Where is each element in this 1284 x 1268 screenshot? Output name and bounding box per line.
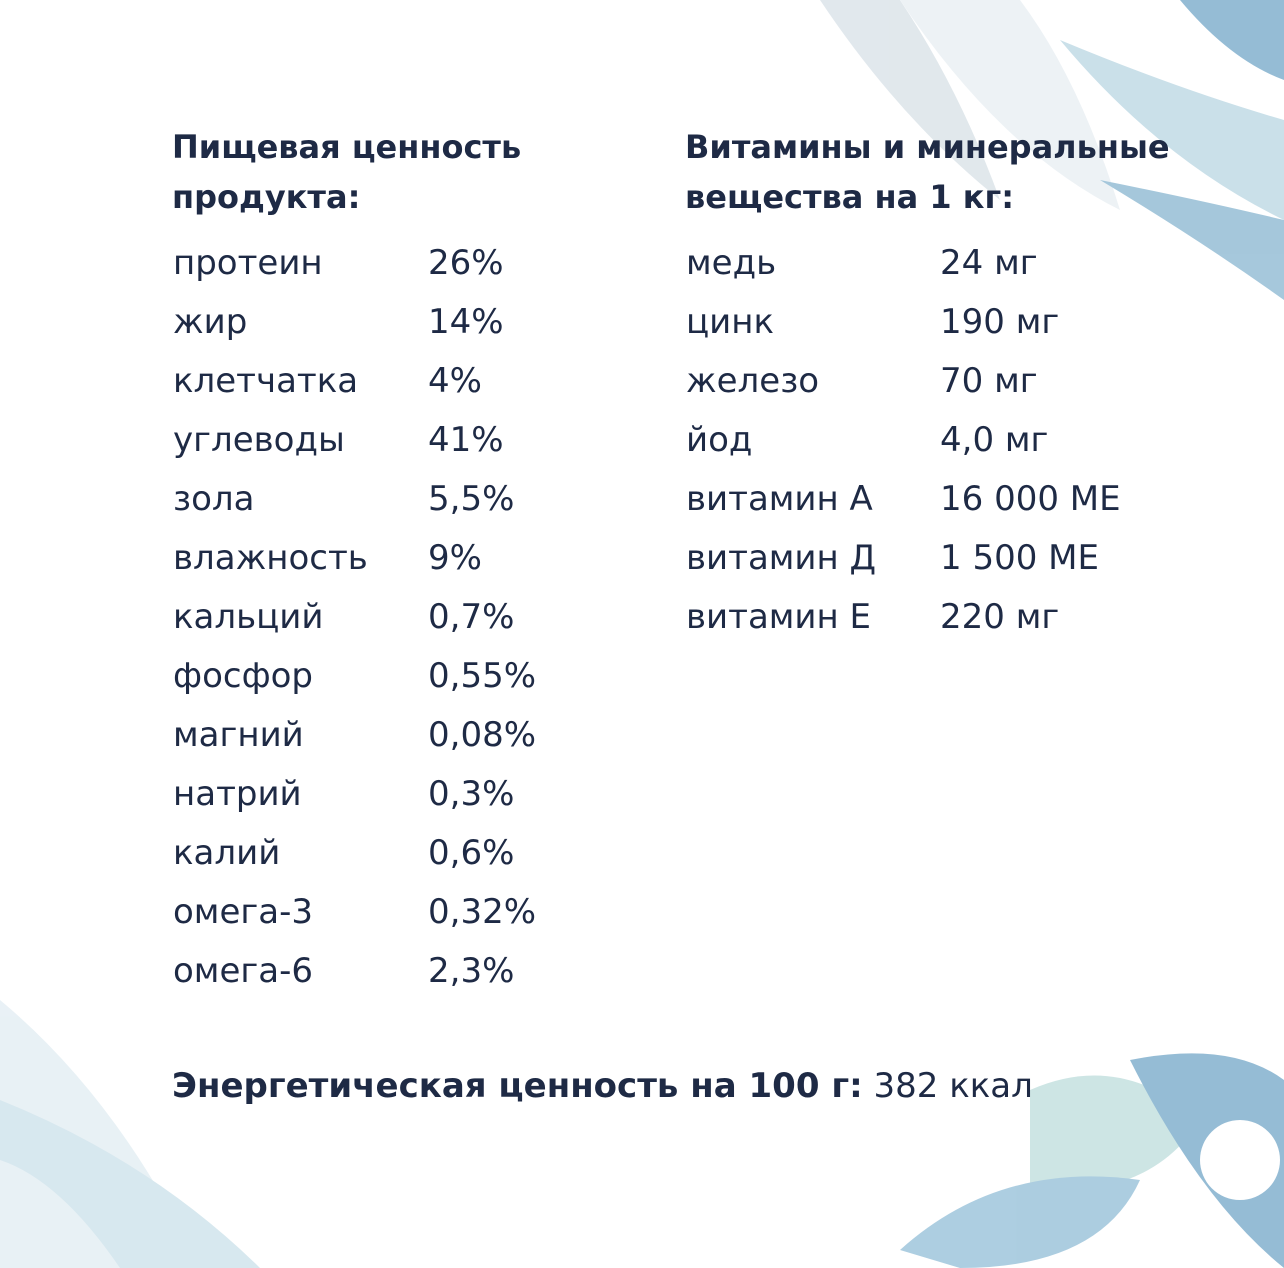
- row-value: 0,08%: [428, 715, 537, 755]
- row-label: жир: [173, 302, 248, 342]
- row-value: 2,3%: [428, 951, 515, 991]
- row-value: 5,5%: [428, 479, 515, 519]
- row-label: омега-6: [173, 951, 313, 991]
- row-label: протеин: [173, 243, 323, 283]
- row-label: магний: [173, 715, 304, 755]
- row-value: 41%: [428, 420, 504, 460]
- row-value: 0,3%: [428, 774, 515, 814]
- row-label: кальций: [173, 597, 324, 637]
- row-value: 0,32%: [428, 892, 537, 932]
- row-value: 4,0 мг: [940, 420, 1049, 460]
- section-title: Пищевая ценность: [172, 128, 522, 166]
- row-label: витамин Е: [686, 597, 872, 637]
- row-value: 14%: [428, 302, 504, 342]
- footer-label: Энергетическая ценность на 100 г:: [172, 1066, 863, 1106]
- row-label: железо: [686, 361, 820, 401]
- row-value: 1 500 МЕ: [940, 538, 1099, 578]
- row-label: зола: [173, 479, 255, 519]
- row-value: 16 000 МЕ: [940, 479, 1121, 519]
- row-value: 0,7%: [428, 597, 515, 637]
- section-title: продукта:: [172, 178, 361, 216]
- section-title: вещества на 1 кг:: [685, 178, 1015, 216]
- row-label: углеводы: [173, 420, 345, 460]
- footer: Энергетическая ценность на 100 г: 382 кк…: [172, 1066, 1033, 1106]
- row-label: калий: [173, 833, 281, 873]
- row-value: 4%: [428, 361, 482, 401]
- footer-value: 382 ккал: [873, 1066, 1033, 1106]
- row-value: 26%: [428, 243, 504, 283]
- row-label: влажность: [173, 538, 368, 578]
- row-value: 0,55%: [428, 656, 537, 696]
- row-label: омега-3: [173, 892, 313, 932]
- row-value: 70 мг: [940, 361, 1038, 401]
- section-title: Витамины и минеральные: [685, 128, 1170, 166]
- row-value: 9%: [428, 538, 482, 578]
- row-value: 0,6%: [428, 833, 515, 873]
- row-label: цинк: [686, 302, 775, 342]
- row-label: натрий: [173, 774, 302, 814]
- row-value: 220 мг: [940, 597, 1060, 637]
- row-label: медь: [686, 243, 777, 283]
- row-label: клетчатка: [173, 361, 359, 401]
- row-label: фосфор: [173, 656, 314, 696]
- row-value: 190 мг: [940, 302, 1060, 342]
- row-label: йод: [686, 420, 753, 460]
- row-label: витамин А: [686, 479, 873, 519]
- row-label: витамин Д: [686, 538, 877, 578]
- row-value: 24 мг: [940, 243, 1038, 283]
